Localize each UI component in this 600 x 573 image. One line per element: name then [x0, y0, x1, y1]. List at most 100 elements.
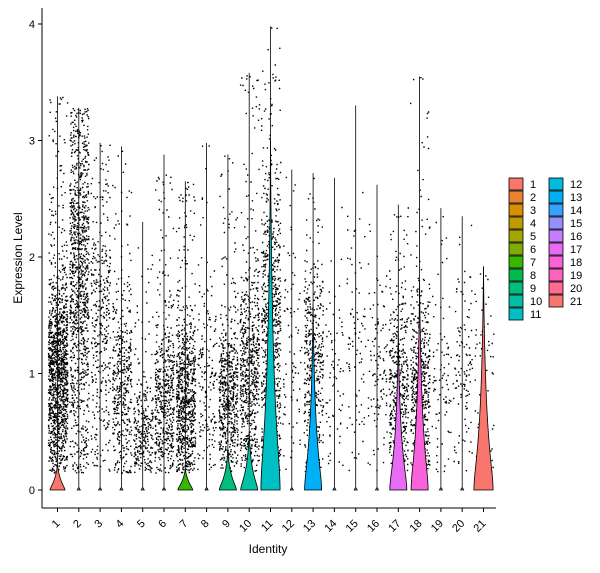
legend-swatch-14 — [548, 203, 564, 217]
legend-label-2: 2 — [530, 192, 536, 204]
points-cluster-13 — [303, 177, 325, 473]
x-tick-label-15: 15 — [344, 518, 361, 535]
legend-swatch-10 — [508, 294, 524, 308]
y-tick-label-2: 2 — [29, 252, 35, 264]
legend-swatch-17 — [548, 242, 564, 256]
points-cluster-1 — [47, 96, 69, 474]
x-tick-label-8: 8 — [199, 518, 212, 531]
legend-swatch-2 — [508, 190, 524, 204]
legend-label-9: 9 — [530, 283, 536, 295]
points-cluster-16 — [367, 223, 388, 472]
x-tick-label-14: 14 — [322, 518, 339, 535]
legend-label-3: 3 — [530, 205, 536, 217]
x-tick-label-9: 9 — [220, 518, 233, 531]
x-tick-label-2: 2 — [71, 518, 84, 531]
legend-swatch-6 — [508, 242, 524, 256]
violin-16 — [374, 487, 380, 491]
x-tick-label-17: 17 — [386, 518, 403, 535]
violin-19 — [438, 487, 444, 491]
x-tick-label-20: 20 — [450, 518, 467, 535]
y-tick-label-3: 3 — [29, 136, 35, 148]
x-tick-label-21: 21 — [471, 518, 488, 535]
violins-layer — [49, 26, 494, 491]
legend-label-11: 11 — [530, 309, 541, 321]
violin-12 — [289, 487, 294, 491]
legend-label-8: 8 — [530, 270, 536, 282]
legend-label-18: 18 — [570, 257, 582, 269]
legend-swatch-1 — [508, 177, 524, 191]
x-tick-label-19: 19 — [429, 518, 446, 535]
points-cluster-2 — [69, 108, 90, 474]
violin-15 — [353, 487, 358, 491]
x-tick-label-1: 1 — [50, 518, 63, 531]
legend-label-12: 12 — [570, 179, 582, 191]
x-tick-label-18: 18 — [408, 518, 425, 535]
violin-2 — [76, 487, 81, 491]
violin-6 — [161, 487, 167, 491]
points-cluster-20 — [452, 224, 474, 472]
violin-20 — [460, 487, 465, 491]
legend-label-1: 1 — [530, 179, 536, 191]
points-cluster-3 — [90, 144, 112, 472]
legend-label-13: 13 — [570, 192, 582, 204]
x-tick-label-5: 5 — [135, 518, 148, 531]
points-cluster-5 — [133, 247, 154, 473]
points-cluster-19 — [431, 216, 452, 473]
x-tick-label-4: 4 — [114, 518, 127, 531]
points-cluster-9 — [218, 155, 239, 474]
legend-swatch-5 — [508, 229, 524, 243]
legend-label-16: 16 — [570, 231, 582, 243]
violin-8 — [204, 487, 209, 491]
legend-label-6: 6 — [530, 244, 536, 256]
x-tick-label-7: 7 — [178, 518, 191, 531]
legend-swatch-16 — [548, 229, 564, 243]
violin-10 — [240, 431, 259, 491]
legend-label-20: 20 — [570, 283, 582, 295]
points-cluster-4 — [111, 150, 133, 474]
violin-1 — [49, 464, 66, 491]
legend-label-7: 7 — [530, 257, 536, 269]
legend-swatch-21 — [548, 294, 564, 308]
points-cluster-12 — [282, 176, 303, 470]
points-cluster-8 — [197, 145, 218, 471]
points-cluster-15 — [346, 191, 367, 472]
legend-swatch-12 — [548, 177, 564, 191]
legend-label-17: 17 — [570, 244, 582, 256]
x-tick-label-12: 12 — [280, 518, 297, 535]
legend-label-14: 14 — [570, 205, 582, 217]
legend-swatch-20 — [548, 281, 564, 295]
legend-swatch-4 — [508, 216, 524, 230]
y-tick-label-0: 0 — [29, 485, 35, 497]
legend-swatch-8 — [508, 268, 524, 282]
x-tick-label-13: 13 — [301, 518, 318, 535]
violin-11 — [260, 140, 281, 491]
legend-swatch-15 — [548, 216, 564, 230]
legend-label-5: 5 — [530, 231, 536, 243]
legend-label-15: 15 — [570, 218, 582, 230]
violin-21 — [473, 266, 494, 491]
legend-swatch-18 — [548, 255, 564, 269]
violin-9 — [218, 449, 237, 491]
x-tick-label-16: 16 — [365, 518, 382, 535]
legend-swatch-13 — [548, 190, 564, 204]
violin-7 — [177, 468, 194, 491]
points-cluster-10 — [239, 75, 261, 473]
x-axis-title: Identity — [249, 542, 288, 556]
points-cluster-6 — [154, 174, 175, 474]
violin-18 — [410, 280, 429, 491]
points-cluster-18 — [410, 77, 431, 474]
y-tick-label-4: 4 — [29, 19, 35, 31]
x-tick-label-10: 10 — [237, 518, 254, 535]
violin-3 — [97, 487, 103, 491]
legend-label-4: 4 — [530, 218, 536, 230]
violin-5 — [140, 487, 145, 491]
x-tick-label-3: 3 — [92, 518, 105, 531]
y-axis-title: Expression Level — [11, 212, 25, 303]
legend-swatch-11 — [508, 307, 524, 321]
points-cluster-7 — [175, 181, 197, 474]
x-tick-label-11: 11 — [259, 518, 276, 535]
x-tick-label-6: 6 — [156, 518, 169, 531]
